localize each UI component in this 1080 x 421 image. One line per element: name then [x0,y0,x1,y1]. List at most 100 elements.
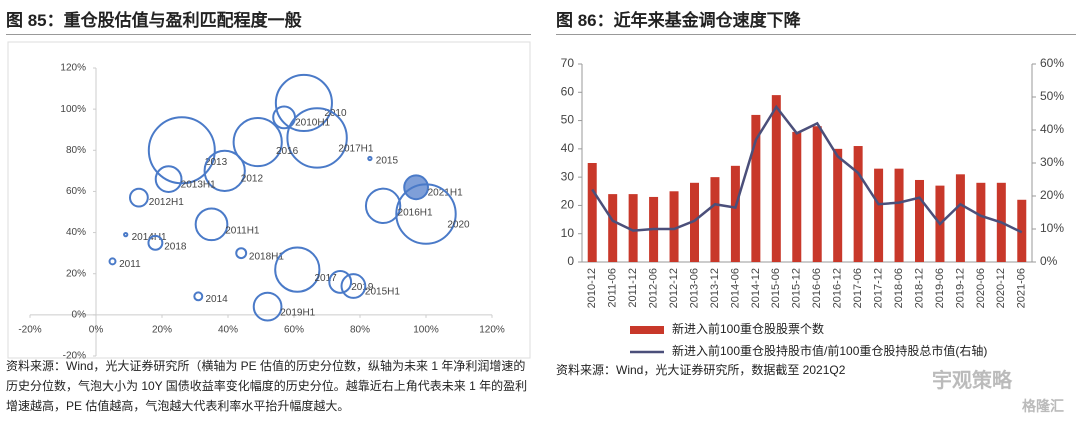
bar [894,168,904,262]
y2-tick-label: 50% [1040,89,1064,103]
bubble [193,291,204,302]
bubble-label: 2012 [241,174,264,185]
bubble-label: 2013 [205,157,228,168]
bubble-label: 2016H1 [398,208,433,219]
y-tick-label: 100% [60,104,86,115]
bubble [364,187,402,224]
bar [874,168,884,262]
y-tick-label: 30 [561,169,575,183]
source-note: 资料来源：Wind，光大证券研究所（横轴为 PE 估值的历史分位数，纵轴为未来 … [6,359,528,413]
bubble [147,234,164,251]
bubble [272,105,296,130]
bubble-label: 2014H1 [132,232,167,243]
bar [1017,199,1027,262]
bubble [108,257,117,266]
chart-title: 图 86：近年来基金调仓速度下降 [556,11,801,30]
x-tick-label: 2015-12 [791,268,803,308]
x-tick-label: 60% [284,324,304,335]
bubble [203,149,246,192]
bar [792,131,802,262]
bubble [252,291,283,322]
bar [710,177,720,262]
legend-label: 新进入前100重仓股持股市值/前100重仓股持股总市值(右轴) [672,343,987,358]
x-tick-label: 2017-12 [872,268,884,308]
legend-label: 新进入前100重仓股股票个数 [672,321,824,336]
bar [915,179,924,262]
y2-tick-label: 30% [1040,155,1064,169]
y2-tick-label: 20% [1040,188,1064,202]
y-tick-label: 50 [561,113,575,127]
bubble-label: 2019H1 [280,307,315,318]
y-tick-label: 70 [561,56,575,70]
y-tick-label: 20 [561,198,575,212]
x-tick-label: 100% [413,324,439,335]
bar [587,163,597,262]
bubble-label: 2011H1 [225,226,260,237]
bubble [328,270,353,294]
bar [833,148,843,262]
x-tick-label: 2016-12 [832,268,844,308]
bar [628,194,638,262]
x-tick-label: 2012-06 [647,268,659,308]
bubble-label: 2020 [447,220,470,231]
x-tick-label: -20% [18,324,41,335]
x-tick-label: 2021-06 [1016,268,1028,308]
y-tick-label: 40% [66,227,86,238]
chart-title: 图 85：重仓股估值与盈利匹配程度一般 [6,11,302,30]
x-tick-label: 2014-12 [750,268,762,308]
bubble-label: 2010H1 [295,117,330,128]
bar [751,114,761,263]
x-tick-label: 2017-06 [852,268,864,308]
bubble [154,165,183,193]
y-tick-label: 120% [60,63,86,74]
bar [669,191,679,262]
x-tick-label: 2020-06 [975,268,987,308]
bubble-label: 2021H1 [428,188,463,199]
y-tick-label: -20% [63,351,86,362]
bubble-label: 2017H1 [338,143,373,154]
x-tick-label: 20% [152,324,172,335]
bubble-label: 2011 [119,259,141,270]
x-tick-label: 2018-12 [913,268,925,308]
title-rule [6,34,531,35]
y-tick-label: 80% [66,145,86,156]
y-tick-label: 0 [567,254,574,268]
bar [853,146,863,262]
bubble-label: 2015H1 [365,286,400,297]
x-tick-label: 2011-12 [627,268,639,308]
x-tick-label: 2018-06 [893,268,905,308]
watermark: 格隆汇 [1022,398,1064,414]
x-tick-label: 2013-06 [688,268,700,308]
title-rule [556,34,1076,35]
y2-tick-label: 60% [1040,56,1064,70]
x-tick-label: 2012-12 [668,268,680,308]
bar [690,182,699,262]
x-tick-label: 2019-06 [934,268,946,308]
bubble [274,73,333,133]
x-tick-label: 2015-06 [770,268,782,308]
bubble-label: 2014 [205,294,228,305]
bar [976,182,986,262]
x-tick-label: 120% [479,324,505,335]
bubble [340,273,367,299]
bubble [274,246,321,293]
bubble [235,247,248,260]
x-tick-label: 80% [350,324,370,335]
bubble [194,207,229,242]
watermark: 宇观策略 [932,370,1012,392]
plot-frame [7,41,531,359]
bubble [395,183,457,245]
y-tick-label: 60% [66,186,86,197]
bar [955,174,965,262]
y-tick-label: 20% [66,268,86,279]
x-tick-label: 0% [89,324,104,335]
x-tick-label: 40% [218,324,238,335]
bubble-label: 2018 [164,242,187,253]
bubble-label: 2019 [351,282,374,293]
x-tick-label: 2014-06 [729,268,741,308]
y2-tick-label: 0% [1040,254,1058,268]
bubble [128,187,149,208]
y-tick-label: 10 [561,226,575,240]
